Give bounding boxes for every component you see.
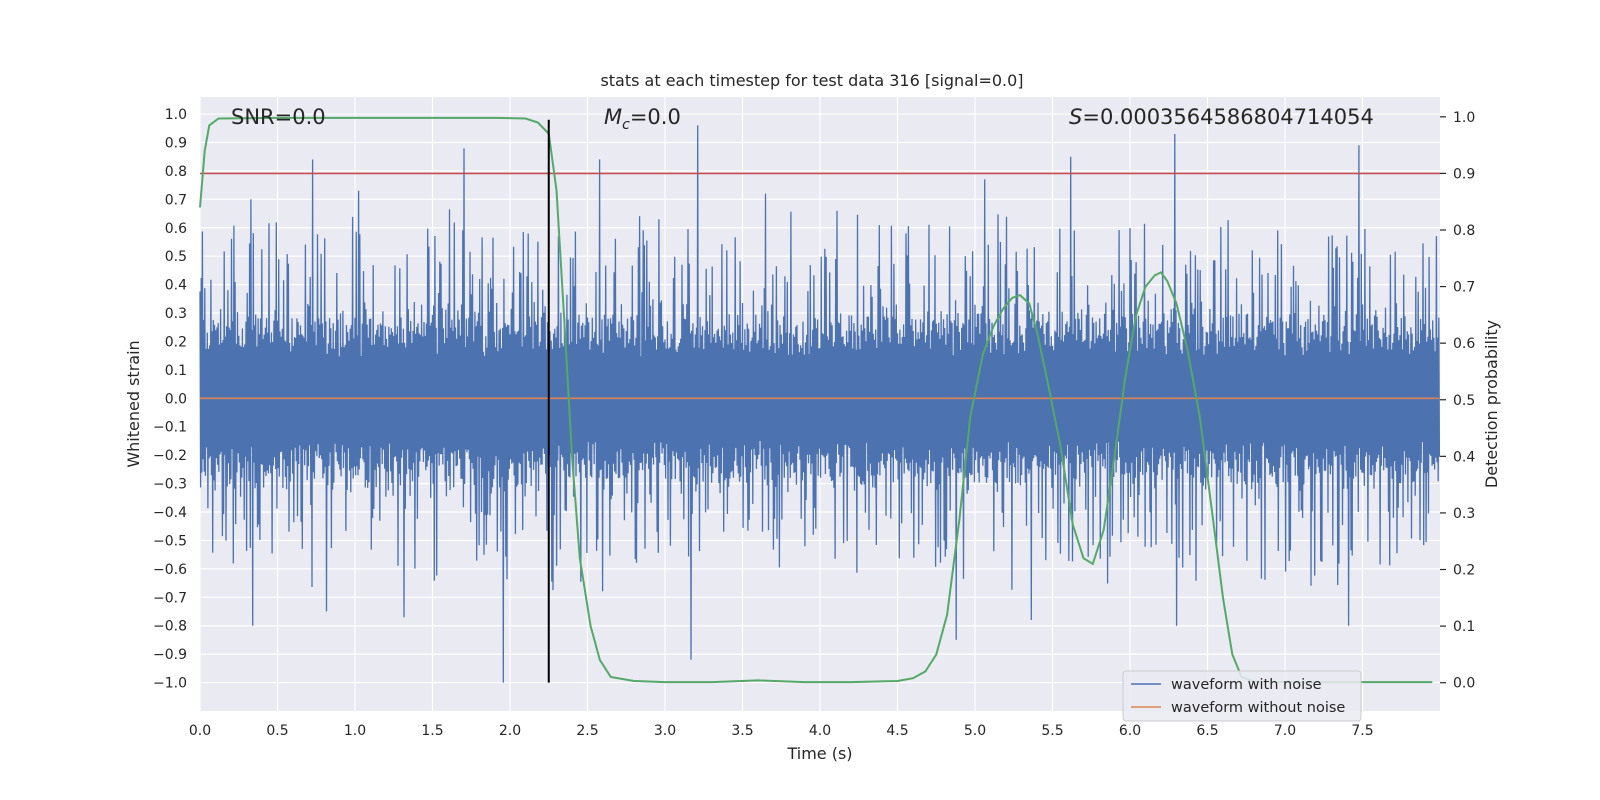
x-tick-label: 6.5 — [1196, 723, 1218, 739]
y-left-tick-label: −0.2 — [153, 448, 187, 464]
x-tick-label: 1.5 — [421, 723, 443, 739]
y-right-tick-label: 0.5 — [1453, 393, 1475, 409]
y-right-tick-label: 0.8 — [1453, 223, 1475, 239]
s-value: =0.0003564586804714054 — [1082, 105, 1374, 129]
y-right-tick-label: 1.0 — [1453, 110, 1475, 126]
x-tick-label: 5.0 — [964, 723, 986, 739]
y-right-tick-label: 0.7 — [1453, 280, 1475, 296]
legend-box — [1122, 670, 1362, 722]
y-left-tick-label: 1.0 — [165, 107, 187, 123]
y-right-tick-label: 0.2 — [1453, 563, 1475, 579]
x-tick-label: 0.0 — [189, 723, 211, 739]
y-left-tick-label: 0.3 — [165, 306, 187, 322]
y-left-tick-label: 0.7 — [165, 192, 187, 208]
x-axis-ticks: 0.0 0.5 1.0 1.5 2.0 2.5 3.0 3.5 4.0 4.5 5.0 5.5 6.0 6… — [189, 723, 1374, 739]
mc-value: =0.0 — [630, 105, 681, 129]
y-right-axis-ticks: 1.0 0.9 0.8 0.7 0.6 0.5 0.4 0.3 0.2 0.1 0.0 — [1440, 110, 1475, 692]
mc-symbol: M — [604, 105, 622, 129]
s-annotation: S=0.0003564586804714054 — [1069, 105, 1374, 129]
x-tick-label: 2.5 — [576, 723, 598, 739]
snr-annotation: SNR=0.0 — [231, 105, 326, 129]
x-tick-label: 2.0 — [499, 723, 521, 739]
y-left-tick-label: 0.1 — [165, 363, 187, 379]
y-right-tick-label: 0.3 — [1453, 506, 1475, 522]
y-right-tick-label: 0.1 — [1453, 619, 1475, 635]
y-left-tick-label: 0.6 — [165, 221, 187, 237]
x-tick-label: 7.0 — [1274, 723, 1296, 739]
chart-title: stats at each timestep for test data 316… — [600, 71, 1023, 90]
legend-label-noisy: waveform with noise — [1171, 677, 1322, 693]
legend-label-clean: waveform without noise — [1171, 700, 1345, 716]
x-tick-label: 1.0 — [344, 723, 366, 739]
y-right-tick-label: 0.0 — [1453, 676, 1475, 692]
y-left-tick-label: −0.3 — [153, 477, 187, 493]
y-left-tick-label: −0.4 — [153, 505, 187, 521]
y-left-tick-label: 0.0 — [165, 391, 187, 407]
y-left-tick-label: 0.5 — [165, 249, 187, 265]
y-left-axis-label: Whitened strain — [124, 340, 143, 467]
overlay-lines — [199, 116, 1440, 684]
y-left-tick-label: −1.0 — [153, 676, 187, 692]
y-left-tick-label: 0.9 — [165, 135, 187, 151]
x-tick-label: 4.0 — [809, 723, 831, 739]
mc-annotation: Mc=0.0 — [604, 105, 681, 133]
y-left-tick-label: −0.1 — [153, 420, 187, 436]
y-left-tick-label: −0.6 — [153, 562, 187, 578]
y-right-axis-label: Detection probability — [1482, 320, 1501, 488]
y-left-axis-ticks: 1.0 0.9 0.8 0.7 0.6 0.5 0.4 0.3 0.2 0.1 0.0 −0.1 −0.… — [153, 107, 187, 692]
x-tick-label: 6.0 — [1119, 723, 1141, 739]
x-tick-label: 0.5 — [266, 723, 288, 739]
x-tick-label: 3.5 — [731, 723, 753, 739]
y-left-tick-label: −0.8 — [153, 619, 187, 635]
x-tick-label: 3.0 — [654, 723, 676, 739]
x-tick-label: 4.5 — [886, 723, 908, 739]
legend: waveform with noise waveform without noi… — [1122, 670, 1362, 722]
y-left-tick-label: −0.7 — [153, 590, 187, 606]
detection-probability-line — [199, 116, 1433, 684]
x-axis-label: Time (s) — [786, 744, 852, 763]
y-left-tick-label: 0.4 — [165, 278, 187, 294]
x-tick-label: 5.5 — [1041, 723, 1063, 739]
y-right-tick-label: 0.6 — [1453, 336, 1475, 352]
s-symbol: S — [1069, 105, 1082, 129]
y-left-tick-label: 0.8 — [165, 164, 187, 180]
y-right-tick-label: 0.9 — [1453, 166, 1475, 182]
y-right-tick-label: 0.4 — [1453, 449, 1475, 465]
mc-subscript: c — [622, 117, 630, 133]
y-left-tick-label: −0.5 — [153, 533, 187, 549]
x-tick-label: 7.5 — [1351, 723, 1373, 739]
y-left-tick-label: 0.2 — [165, 334, 187, 350]
y-left-tick-label: −0.9 — [153, 647, 187, 663]
